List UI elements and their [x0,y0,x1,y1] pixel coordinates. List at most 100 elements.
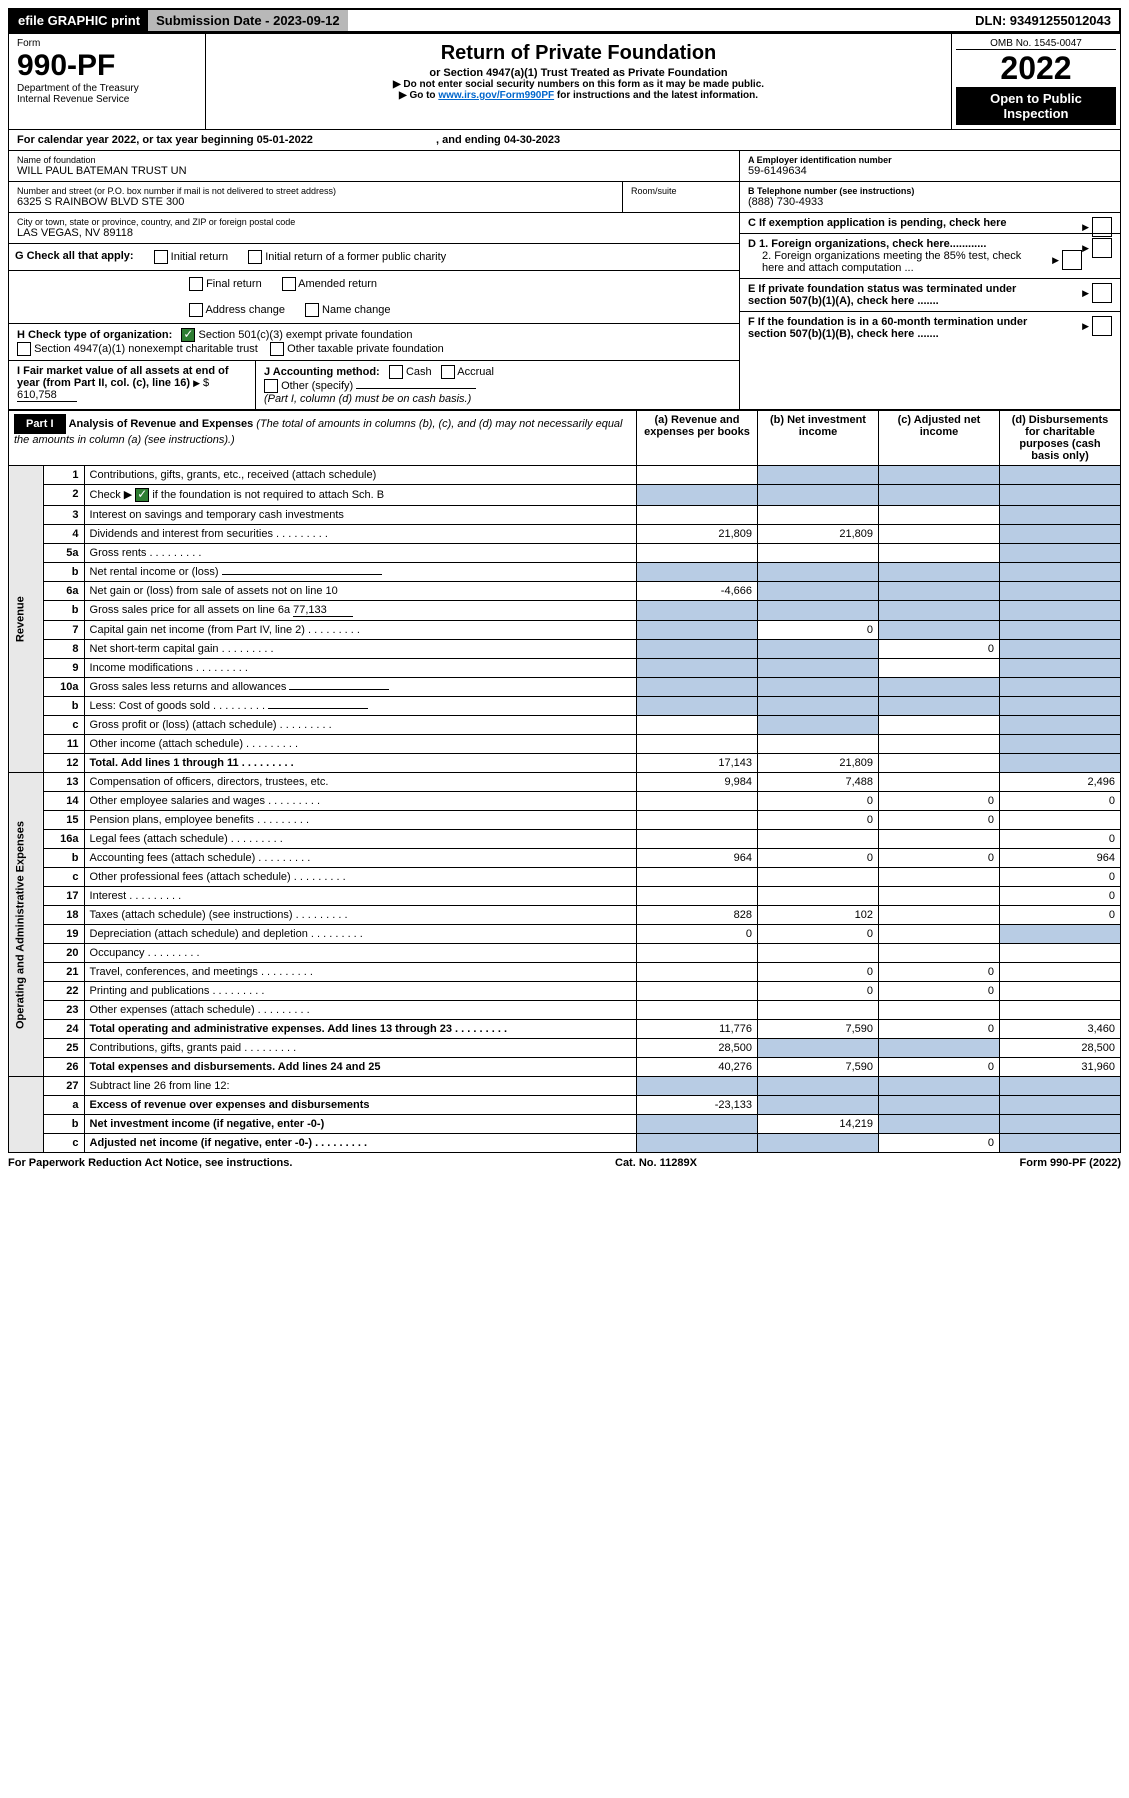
c-label: C If exemption application is pending, c… [748,217,1007,229]
row-7: Capital gain net income (from Part IV, l… [84,621,636,640]
row-1: Contributions, gifts, grants, etc., rece… [84,466,636,485]
check-c[interactable] [1092,217,1112,237]
footer-mid: Cat. No. 11289X [615,1157,697,1169]
r9-text: Income modifications [90,662,193,674]
cal-begin: 05-01-2022 [257,134,313,146]
note2-pre: ▶ Go to [399,90,438,101]
row-17: Interest [84,887,636,906]
check-other-tax[interactable] [270,342,284,356]
h-label: H Check type of organization: [17,329,172,341]
footer-left: For Paperwork Reduction Act Notice, see … [8,1157,292,1169]
check-schb[interactable] [135,488,149,502]
city-label: City or town, state or province, country… [17,217,731,227]
r26-a: 40,276 [637,1058,758,1077]
check-d1[interactable] [1092,238,1112,258]
lbl-accrual: Accrual [457,366,494,378]
d1-label: D 1. Foreign organizations, check here..… [748,238,986,250]
check-amended[interactable] [282,277,296,291]
row-14: Other employee salaries and wages [84,792,636,811]
r4-b: 21,809 [758,525,879,544]
row-11: Other income (attach schedule) [84,735,636,754]
j-label: J Accounting method: [264,366,380,378]
check-f[interactable] [1092,316,1112,336]
row-27c: Adjusted net income (if negative, enter … [84,1134,636,1153]
form-title: Return of Private Foundation [212,42,945,65]
cal-pre: For calendar year 2022, or tax year begi… [17,134,257,146]
form-link[interactable]: www.irs.gov/Form990PF [438,90,554,101]
form-header: Form 990-PF Department of the Treasury I… [8,33,1121,130]
header-note1: ▶ Do not enter social security numbers o… [212,79,945,90]
check-4947[interactable] [17,342,31,356]
check-addr-change[interactable] [189,303,203,317]
r7-text: Capital gain net income (from Part IV, l… [90,624,305,636]
part1-table: Part I Analysis of Revenue and Expenses … [8,410,1121,1153]
r6b-val: 77,133 [293,604,353,617]
check-e[interactable] [1092,283,1112,303]
form-word: Form [17,38,197,49]
r12-b: 21,809 [758,754,879,773]
row-23: Other expenses (attach schedule) [84,1001,636,1020]
r13-a: 9,984 [637,773,758,792]
row-13: Compensation of officers, directors, tru… [84,773,636,792]
r6a-a: -4,666 [637,582,758,601]
r4-text: Dividends and interest from securities [90,528,273,540]
cal-mid: , and ending [436,134,504,146]
lbl-other-method: Other (specify) [281,380,353,392]
r13-b: 7,488 [758,773,879,792]
irs: Internal Revenue Service [17,94,197,105]
e-label: E If private foundation status was termi… [748,283,1048,307]
check-501c3[interactable] [181,328,195,342]
r16c-d: 0 [1000,868,1121,887]
i-value: 610,758 [17,389,77,402]
g-label: G Check all that apply: [15,250,134,264]
row-2: Check ▶ if the foundation is not require… [84,485,636,506]
j-note: (Part I, column (d) must be on cash basi… [264,393,471,405]
row-25: Contributions, gifts, grants paid [84,1039,636,1058]
check-other-method[interactable] [264,379,278,393]
r27c-text: Adjusted net income (if negative, enter … [90,1137,312,1149]
row-16c: Other professional fees (attach schedule… [84,868,636,887]
r19-a: 0 [637,925,758,944]
r21-b: 0 [758,963,879,982]
r8-text: Net short-term capital gain [90,643,219,655]
check-accrual[interactable] [441,365,455,379]
part1-title: Analysis of Revenue and Expenses [69,418,254,430]
r13-d: 2,496 [1000,773,1121,792]
r25-d: 28,500 [1000,1039,1121,1058]
r15-b: 0 [758,811,879,830]
check-initial[interactable] [154,250,168,264]
r18-a: 828 [637,906,758,925]
efile-badge[interactable]: efile GRAPHIC print [10,10,148,31]
row-26: Total expenses and disbursements. Add li… [84,1058,636,1077]
check-name-change[interactable] [305,303,319,317]
r27a-a: -23,133 [637,1096,758,1115]
r10c-text: Gross profit or (loss) (attach schedule) [90,719,277,731]
r22-b: 0 [758,982,879,1001]
name-label: Name of foundation [17,155,731,165]
r2-post: if the foundation is not required to att… [152,489,384,501]
r8-c: 0 [879,640,1000,659]
r22-c: 0 [879,982,1000,1001]
header-note2: ▶ Go to www.irs.gov/Form990PF for instru… [212,90,945,101]
check-final[interactable] [189,277,203,291]
row-15: Pension plans, employee benefits [84,811,636,830]
phone: (888) 730-4933 [748,196,1112,208]
row-9: Income modifications [84,659,636,678]
row-16a: Legal fees (attach schedule) [84,830,636,849]
r14-b: 0 [758,792,879,811]
r26-d: 31,960 [1000,1058,1121,1077]
check-d2[interactable] [1062,250,1082,270]
r16a-d: 0 [1000,830,1121,849]
r25-a: 28,500 [637,1039,758,1058]
r18-text: Taxes (attach schedule) (see instruction… [90,909,293,921]
r10a-text: Gross sales less returns and allowances [90,681,287,693]
r6b-text: Gross sales price for all assets on line… [90,604,291,616]
check-cash[interactable] [389,365,403,379]
row-21: Travel, conferences, and meetings [84,963,636,982]
row-16b: Accounting fees (attach schedule) [84,849,636,868]
check-initial-former[interactable] [248,250,262,264]
r24-c: 0 [879,1020,1000,1039]
d2-label: 2. Foreign organizations meeting the 85%… [748,250,1042,274]
revenue-section: Revenue [9,466,44,773]
tax-year: 2022 [956,50,1116,87]
